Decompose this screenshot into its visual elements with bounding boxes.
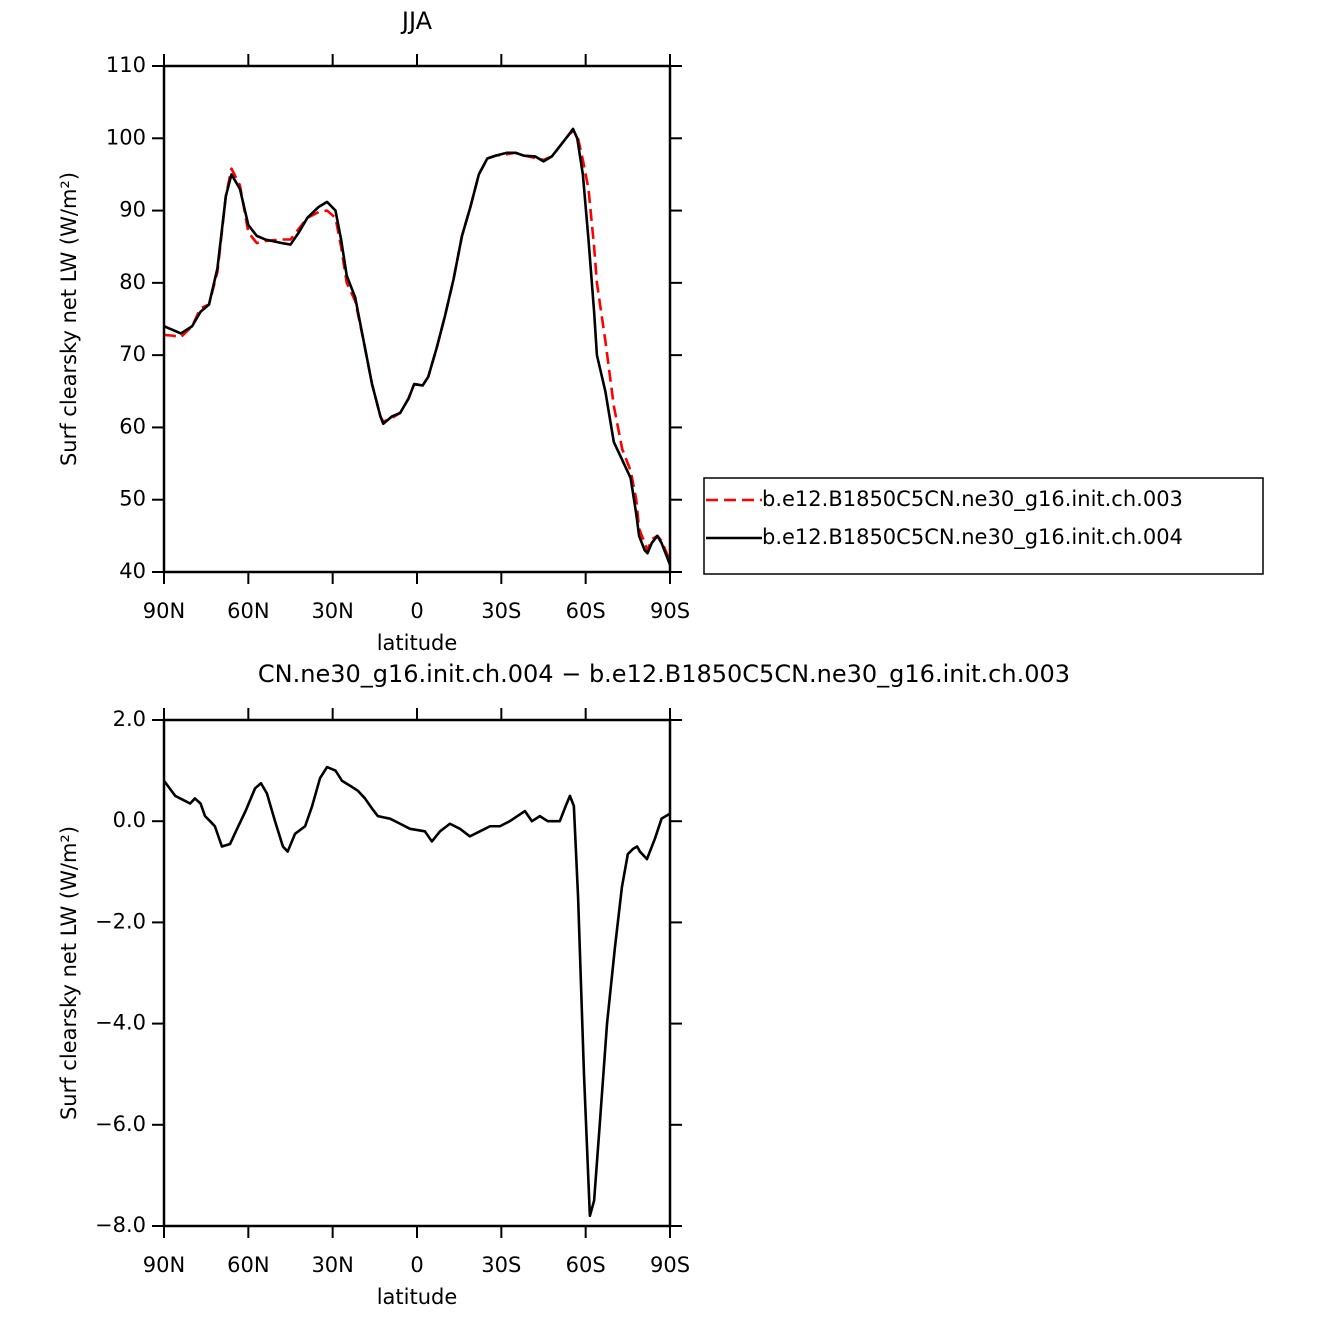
y-tick-label: 2.0 (113, 707, 146, 731)
chart-title: JJA (400, 7, 433, 35)
x-tick-label: 60N (227, 599, 269, 623)
x-tick-label: 90S (650, 599, 690, 623)
x-tick-label: 60N (227, 1253, 269, 1277)
y-tick-label: −6.0 (95, 1112, 146, 1136)
y-tick-label: 0.0 (113, 808, 146, 832)
legend-box (703, 477, 1264, 575)
x-tick-label: 60S (566, 1253, 606, 1277)
y-tick-label: 110 (106, 53, 146, 77)
legend-label: b.e12.B1850C5CN.ne30_g16.init.ch.004 (762, 525, 1183, 550)
x-tick-label: 0 (410, 599, 423, 623)
chart-title: CN.ne30_g16.init.ch.004 − b.e12.B1850C5C… (258, 660, 1070, 688)
x-tick-label: 60S (566, 599, 606, 623)
x-tick-label: 0 (410, 1253, 423, 1277)
plot-frame (162, 64, 672, 574)
x-tick-label: 30S (481, 1253, 521, 1277)
y-tick-label: 90 (119, 198, 146, 222)
x-axis-label: latitude (377, 631, 458, 655)
x-tick-label: 30N (311, 1253, 353, 1277)
plot-frame (162, 718, 672, 1228)
y-axis-label: Surf clearsky net LW (W/m²) (57, 172, 81, 466)
y-tick-label: −2.0 (95, 909, 146, 933)
y-tick-label: 60 (119, 414, 146, 438)
x-tick-label: 30S (481, 599, 521, 623)
x-tick-label: 90S (650, 1253, 690, 1277)
y-tick-label: 80 (119, 270, 146, 294)
y-tick-label: −4.0 (95, 1011, 146, 1035)
data-line (164, 765, 670, 1218)
x-tick-label: 90N (143, 1253, 185, 1277)
x-tick-label: 30N (311, 599, 353, 623)
x-axis-label: latitude (377, 1285, 458, 1309)
legend-label: b.e12.B1850C5CN.ne30_g16.init.ch.003 (762, 487, 1183, 512)
data-line (164, 129, 670, 562)
y-tick-label: −8.0 (95, 1213, 146, 1237)
y-axis-label: Surf clearsky net LW (W/m²) (57, 826, 81, 1120)
y-tick-label: 50 (119, 487, 146, 511)
y-tick-label: 70 (119, 342, 146, 366)
x-tick-label: 90N (143, 599, 185, 623)
data-line (164, 127, 670, 566)
y-tick-label: 40 (119, 559, 146, 583)
y-tick-label: 100 (106, 125, 146, 149)
